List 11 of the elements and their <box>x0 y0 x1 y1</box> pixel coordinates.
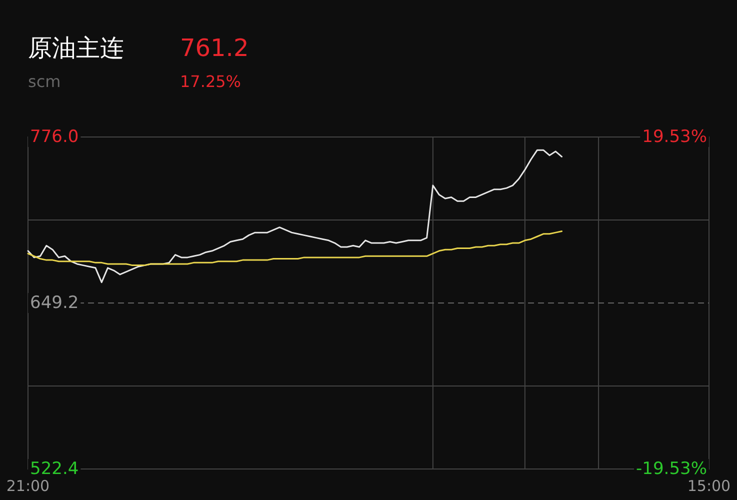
y-tick-label: 776.0 <box>30 127 79 147</box>
chart-title: 原油主连 <box>28 34 124 62</box>
y2-tick-label: 19.53% <box>642 127 707 147</box>
text: 17.25% <box>180 72 242 91</box>
x-tick-label: 21:00 <box>6 477 50 495</box>
y-tick-label: 649.2 <box>30 293 79 313</box>
x-tick-label: 15:00 <box>687 477 731 495</box>
text: 761.2 <box>180 34 249 62</box>
chart-subtitle: scm <box>28 72 61 91</box>
y-tick-label: 522.4 <box>30 459 79 479</box>
y2-tick-label: -19.53% <box>636 459 707 479</box>
